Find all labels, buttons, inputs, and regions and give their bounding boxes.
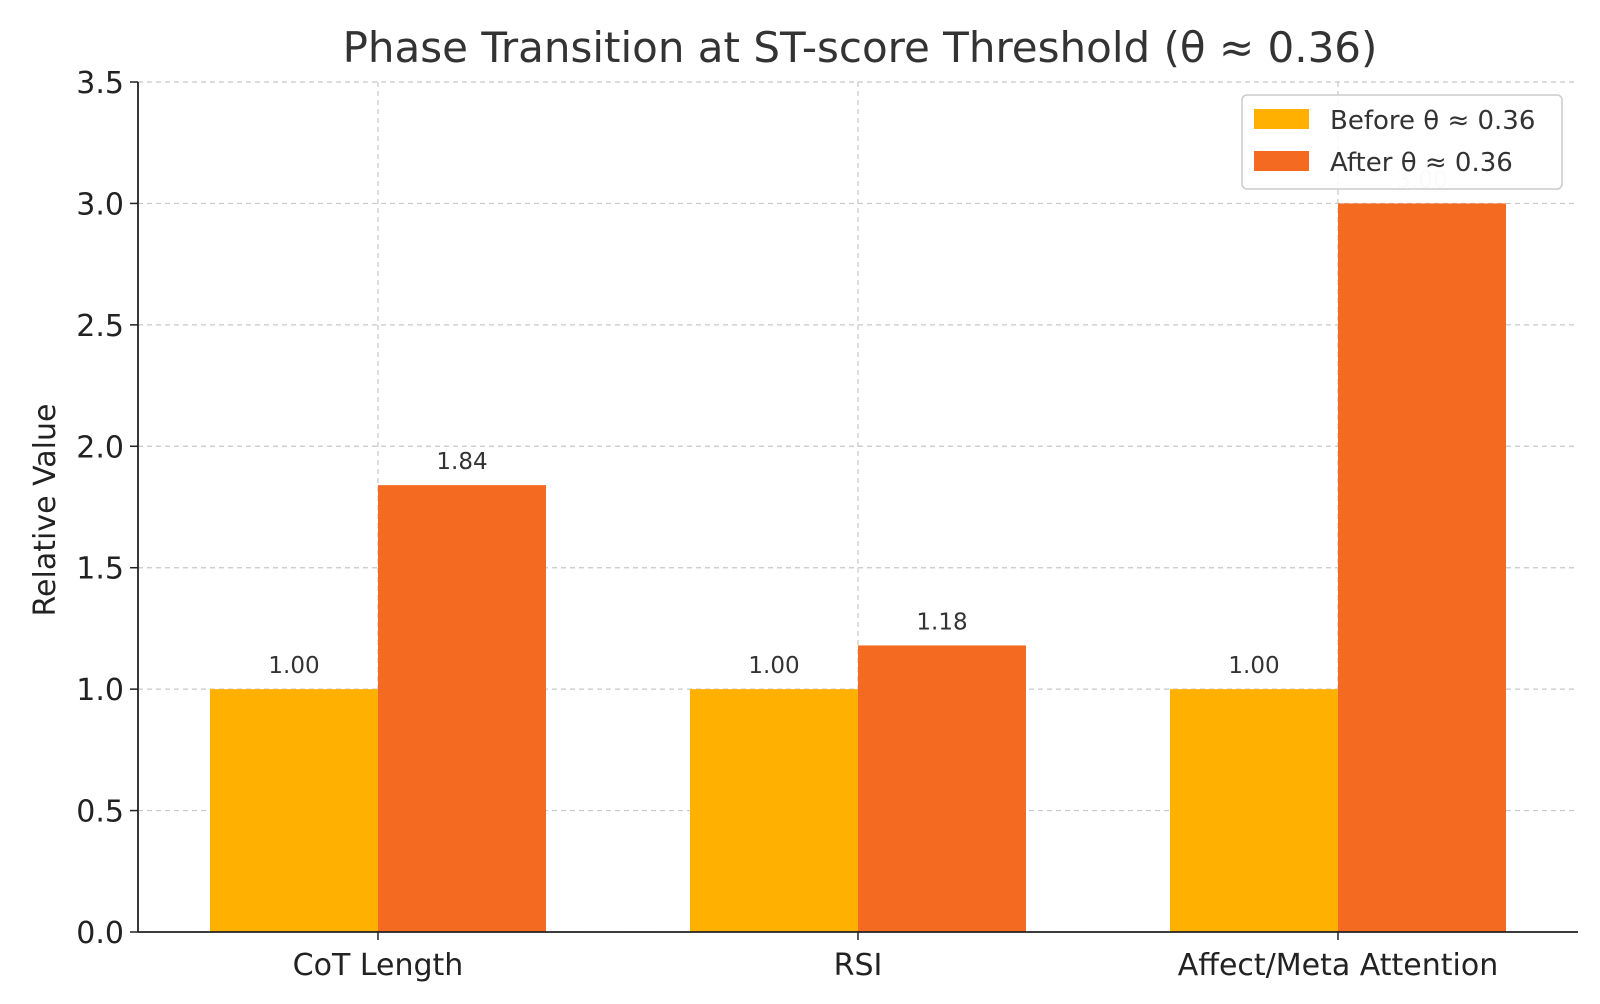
axes: 0.0 0.5 1.0 1.5 2.0 2.5 3.0 3.5 CoT Length RSI Aff…	[76, 66, 1578, 983]
data-label: 1.00	[748, 653, 799, 679]
data-label: 1.84	[436, 449, 487, 475]
chart-title: Phase Transition at ST-score Threshold (…	[343, 23, 1378, 72]
bar-before-1	[690, 689, 858, 932]
bar-after-2	[1338, 203, 1506, 932]
bar-before-0	[210, 689, 378, 932]
legend: Before θ ≈ 0.36 After θ ≈ 0.36	[1241, 94, 1563, 190]
bar-after-0	[378, 485, 546, 932]
x-tick-label: Affect/Meta Attention	[1178, 948, 1499, 983]
y-tick-label: 0.5	[76, 795, 124, 830]
y-tick-label: 1.0	[76, 673, 124, 708]
y-tick-label: 2.5	[76, 309, 124, 344]
y-tick-label: 3.0	[76, 187, 124, 222]
bars	[210, 203, 1506, 932]
data-label: 1.00	[268, 653, 319, 679]
legend-swatch	[1254, 151, 1309, 171]
x-tick-label: CoT Length	[293, 948, 464, 983]
legend-swatch	[1254, 109, 1309, 129]
x-tick-label: RSI	[834, 948, 883, 983]
bar-before-2	[1170, 689, 1338, 932]
y-tick-label: 0.0	[76, 916, 124, 951]
y-tick-label: 1.5	[76, 552, 124, 587]
y-tick-label: 3.5	[76, 66, 124, 101]
legend-label: After θ ≈ 0.36	[1330, 148, 1513, 178]
data-label: 1.00	[1228, 653, 1279, 679]
legend-box	[1241, 94, 1563, 190]
data-label: 1.18	[916, 609, 967, 635]
y-axis-label: Relative Value	[28, 404, 63, 617]
legend-label: Before θ ≈ 0.36	[1330, 106, 1535, 136]
y-tick-label: 2.0	[76, 430, 124, 465]
bar-after-1	[858, 645, 1026, 932]
